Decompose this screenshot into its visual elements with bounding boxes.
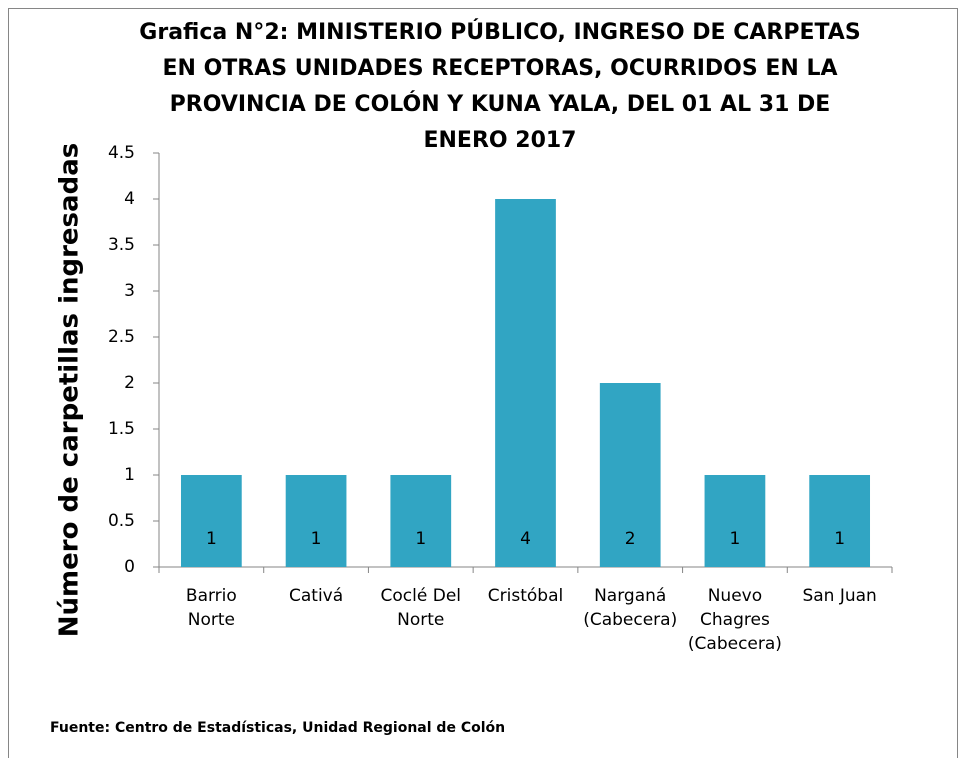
x-tick-label: Barrio <box>186 586 237 606</box>
x-tick-label: (Cabecera) <box>583 610 677 630</box>
y-axis-label: Número de carpetillas ingresadas <box>55 143 85 637</box>
y-tick-label: 0.5 <box>108 511 135 531</box>
data-label: 1 <box>206 529 217 549</box>
bar <box>704 475 766 567</box>
y-tick-label: 2.5 <box>108 327 135 347</box>
bar <box>495 199 556 567</box>
y-tick-label: 2 <box>124 373 135 393</box>
data-label: 1 <box>834 529 845 549</box>
bar <box>180 475 242 567</box>
y-tick-label: 3 <box>124 281 135 301</box>
y-tick-label: 4.5 <box>108 143 135 163</box>
bar <box>390 475 452 567</box>
data-label: 4 <box>520 529 531 549</box>
bar <box>809 475 871 567</box>
x-tick-label: Coclé Del <box>381 586 461 606</box>
x-tick-label: Cristóbal <box>488 586 563 606</box>
y-tick-label: 0 <box>124 557 135 577</box>
data-label: 1 <box>415 529 426 549</box>
chart-border <box>8 8 958 758</box>
x-tick-label: Cativá <box>289 586 343 606</box>
chart-title: Grafica N°2: MINISTERIO PÚBLICO, INGRESO… <box>139 19 860 45</box>
x-tick-label: Norte <box>188 610 235 630</box>
chart-title: PROVINCIA DE COLÓN Y KUNA YALA, DEL 01 A… <box>170 91 831 117</box>
x-tick-label: San Juan <box>802 586 876 606</box>
y-tick-label: 1 <box>124 465 135 485</box>
x-tick-label: Norte <box>397 610 444 630</box>
bar <box>285 475 347 567</box>
chart-title: ENERO 2017 <box>423 128 576 153</box>
y-tick-label: 3.5 <box>108 235 135 255</box>
chart-title: EN OTRAS UNIDADES RECEPTORAS, OCURRIDOS … <box>162 56 837 81</box>
x-tick-label: (Cabecera) <box>688 634 782 654</box>
y-tick-label: 1.5 <box>108 419 135 439</box>
x-tick-label: Narganá <box>594 586 666 606</box>
x-tick-label: Chagres <box>700 610 770 630</box>
x-tick-label: Nuevo <box>708 586 762 606</box>
data-label: 1 <box>730 529 741 549</box>
bar <box>599 383 661 567</box>
y-tick-label: 4 <box>124 189 135 209</box>
source-note: Fuente: Centro de Estadísticas, Unidad R… <box>50 720 505 736</box>
data-label: 2 <box>625 529 636 549</box>
data-label: 1 <box>311 529 322 549</box>
